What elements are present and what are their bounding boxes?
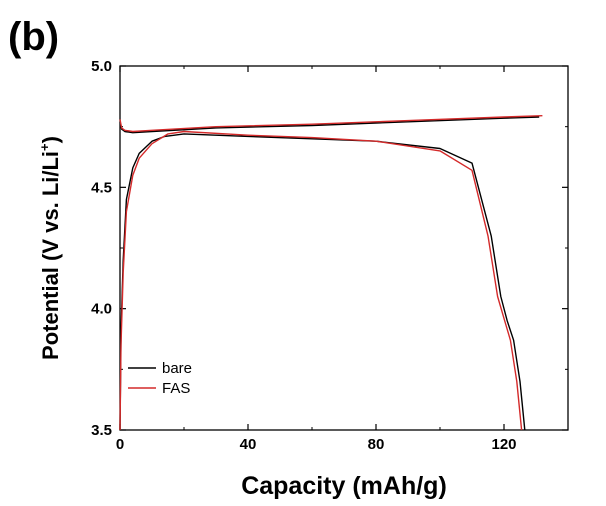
y-tick-label: 4.5 — [91, 179, 112, 196]
y-axis-label: Potential (V vs. Li/Li+) — [37, 136, 63, 360]
series-bare-line-2 — [119, 116, 540, 134]
y-tick-label: 4.0 — [91, 301, 112, 318]
series-bare-line-1 — [119, 133, 526, 431]
y-tick-label: 5.0 — [91, 58, 112, 75]
y-axis-label-close: ) — [38, 136, 63, 143]
series-fas-line-1 — [119, 130, 523, 431]
x-tick-label: 40 — [240, 436, 257, 453]
legend-label-bare: bare — [162, 360, 192, 377]
x-tick-label: 120 — [491, 436, 516, 453]
series-fas-line-2 — [119, 115, 543, 133]
panel-label: (b) — [8, 15, 59, 59]
y-axis-label-superscript: + — [37, 143, 52, 151]
x-tick-label: 80 — [368, 436, 385, 453]
x-axis-label: Capacity (mAh/g) — [241, 472, 447, 500]
plot-area: 0 40 80 120 3.5 4.0 4.5 5.0 Capacity (mAh/g) Pote… — [37, 58, 569, 500]
legend-label-fas: FAS — [162, 380, 190, 397]
x-tick-label: 0 — [116, 436, 124, 453]
y-axis-label-main: Potential (V vs. Li/Li — [38, 151, 63, 360]
y-tick-label: 3.5 — [91, 422, 112, 439]
